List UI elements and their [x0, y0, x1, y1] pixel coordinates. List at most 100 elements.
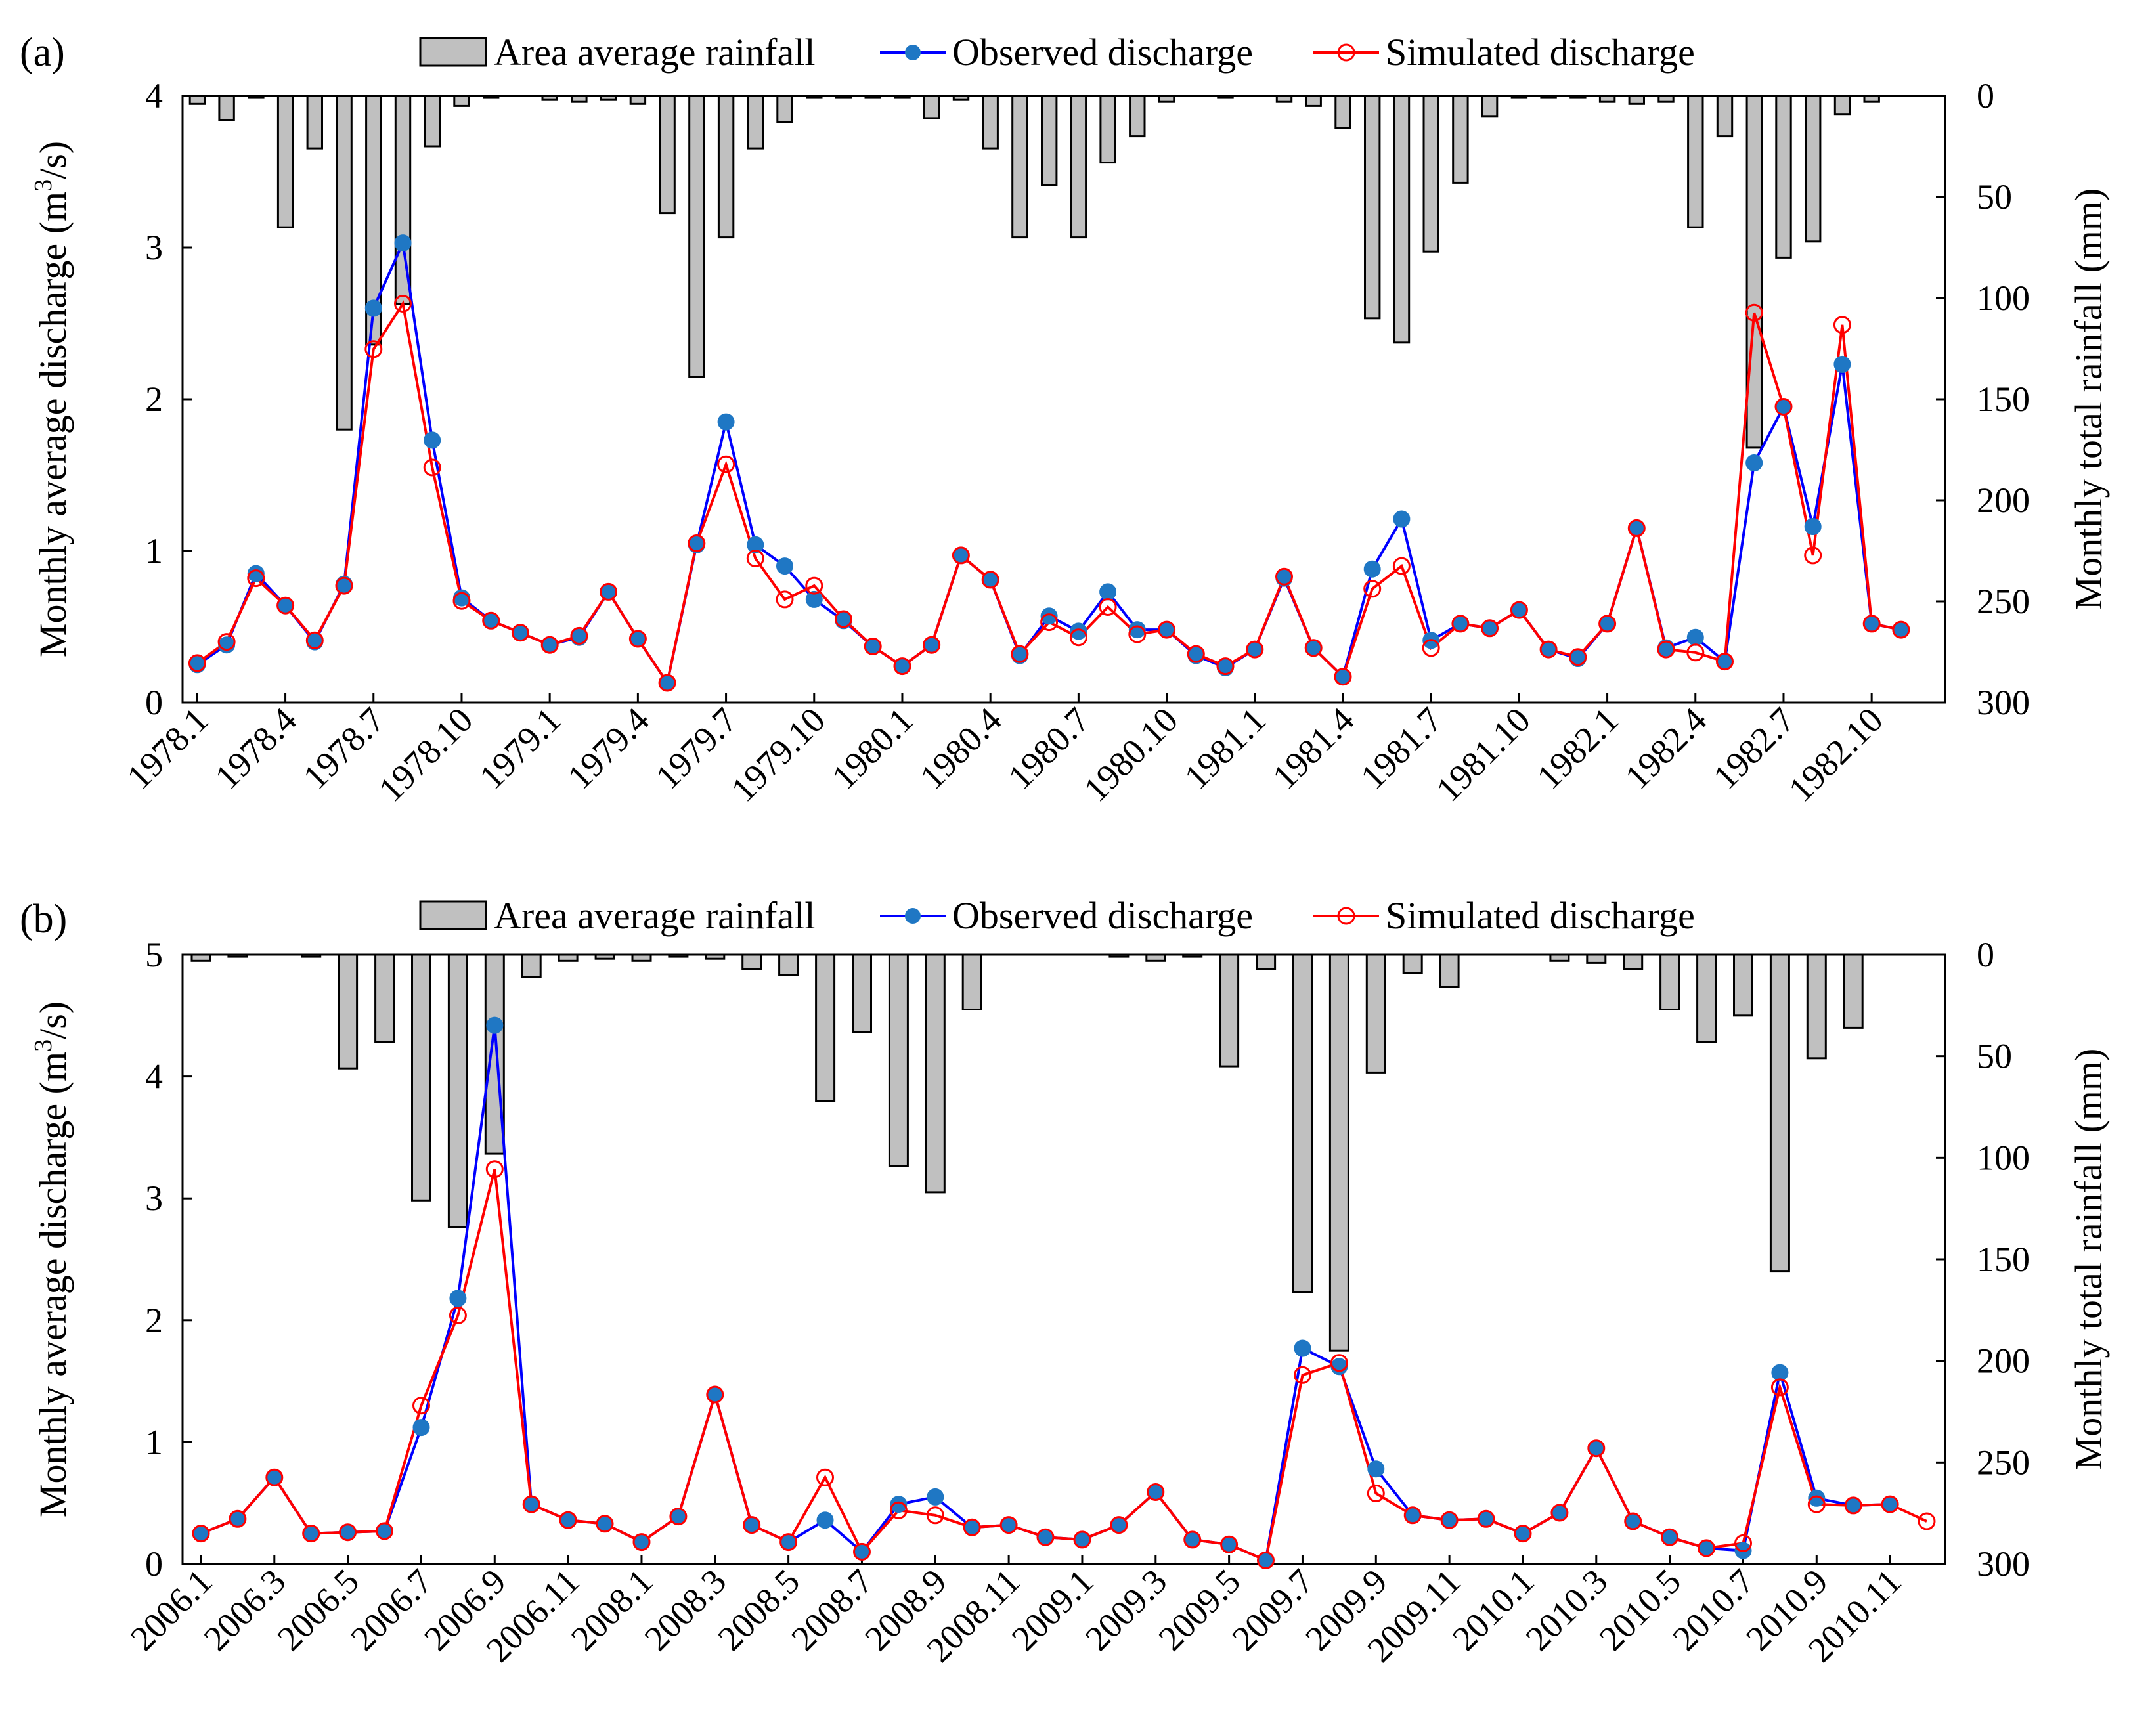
rainfall-bar — [1334, 95, 1351, 129]
x-axis-tick-label: 2009.1 — [1004, 1561, 1101, 1658]
rainfall-bar — [453, 95, 470, 107]
simulated-discharge-point — [835, 610, 852, 628]
rainfall-bar — [923, 95, 940, 119]
simulated-discharge-point — [1598, 615, 1617, 633]
left-axis-tick-label: 3 — [145, 1179, 163, 1218]
simulated-discharge-point — [1440, 1511, 1459, 1529]
rainfall-bar — [447, 953, 468, 1228]
x-axis-tick-label: 1981.4 — [1265, 700, 1361, 796]
simulated-discharge-point — [1698, 1539, 1715, 1557]
right-axis-tick-label: 300 — [1977, 683, 2030, 722]
legend-observed-label: Observed discharge — [952, 31, 1253, 74]
panel-label: (a) — [20, 30, 65, 75]
legend-rainfall-swatch — [419, 37, 487, 67]
simulated-discharge-point — [1220, 1535, 1239, 1553]
left-axis-tick-label: 4 — [145, 1057, 163, 1096]
observed-discharge-point — [1099, 583, 1117, 601]
legend-observed-label: Observed discharge — [952, 894, 1253, 937]
simulated-discharge-point — [265, 1468, 284, 1486]
simulated-discharge-point — [1892, 620, 1910, 639]
simulated-discharge-point — [926, 1506, 944, 1525]
simulated-discharge-point — [452, 592, 471, 610]
rainfall-bar — [1364, 95, 1381, 320]
simulated-discharge-point — [1774, 398, 1793, 416]
x-axis-tick-label: 2010.3 — [1518, 1561, 1615, 1658]
rainfall-bar — [276, 95, 294, 228]
observed-discharge-point — [816, 1511, 834, 1529]
left-axis-tick-label: 0 — [145, 683, 163, 722]
left-axis-title-sup: 3 — [30, 1039, 57, 1052]
simulated-discharge-point — [1367, 1484, 1385, 1502]
x-axis-tick-label: 2006.1 — [123, 1561, 219, 1658]
x-axis-tick-label: 2009.7 — [1225, 1561, 1321, 1658]
simulated-discharge-point — [805, 576, 823, 595]
simulated-discharge-point — [1918, 1512, 1936, 1530]
left-axis-title-main: Monthly average discharge (m — [32, 192, 74, 657]
observed-discharge-point — [1804, 518, 1822, 535]
simulated-discharge-point — [743, 1516, 761, 1534]
x-axis-tick-label: 2008.7 — [784, 1561, 881, 1658]
rainfall-bar — [747, 95, 764, 150]
simulated-discharge-point — [779, 1533, 798, 1552]
observed-discharge-point — [1294, 1339, 1311, 1357]
simulated-discharge-point — [540, 636, 559, 654]
observed-discharge-point — [412, 1419, 430, 1437]
simulated-discharge-point — [511, 624, 529, 642]
left-axis-tick-label: 5 — [145, 935, 163, 974]
x-axis-tick-label: 1980.4 — [912, 700, 1009, 796]
x-axis-tick-label: 1978.10 — [371, 700, 481, 810]
simulated-discharge-point — [669, 1508, 688, 1526]
simulated-discharge-point — [1624, 1512, 1642, 1530]
simulated-discharge-point — [305, 631, 324, 649]
left-axis-title: Monthly average discharge (m3/s) — [30, 1001, 74, 1517]
rainfall-bar — [1219, 953, 1240, 1068]
simulated-discharge-point — [302, 1525, 320, 1543]
observed-discharge-point — [1833, 355, 1851, 373]
left-axis-tick-label: 2 — [145, 1301, 163, 1340]
simulated-discharge-point — [1158, 620, 1176, 639]
rainfall-bar — [741, 953, 762, 970]
right-axis-tick-label: 50 — [1977, 1037, 2012, 1076]
simulated-discharge-point — [1804, 546, 1822, 565]
rainfall-bar — [424, 95, 441, 148]
simulated-discharge-point — [776, 590, 794, 609]
left-axis-title-end: /s) — [32, 1001, 74, 1039]
simulated-discharge-point — [1216, 657, 1235, 676]
simulated-discharge-point — [864, 638, 882, 655]
rainfall-bar — [1452, 95, 1469, 184]
observed-discharge-point — [927, 1488, 944, 1506]
observed-discharge-point — [364, 299, 382, 317]
rainfall-bar — [659, 95, 676, 215]
simulated-discharge-point — [1833, 316, 1851, 334]
simulated-discharge-point — [1550, 1504, 1569, 1522]
right-axis-tick-label: 0 — [1977, 76, 1994, 116]
simulated-discharge-point — [1183, 1530, 1202, 1549]
simulated-discharge-point — [1661, 1528, 1679, 1546]
rainfall-bar — [1402, 953, 1423, 974]
rainfall-bar — [778, 953, 799, 976]
rainfall-bar — [1733, 953, 1753, 1017]
x-axis-tick-label: 1982.4 — [1617, 700, 1714, 796]
simulated-discharge-point — [1510, 601, 1528, 619]
x-axis-tick-label: 1979.10 — [724, 700, 833, 810]
left-axis-tick-label: 4 — [145, 76, 163, 116]
simulated-discharge-point — [1334, 668, 1352, 686]
right-axis-tick-label: 150 — [1977, 1240, 2030, 1279]
rainfall-bar — [925, 953, 946, 1194]
x-axis-tick-label: 1982.10 — [1781, 700, 1891, 810]
rainfall-bar — [338, 953, 359, 1070]
observed-discharge-point — [747, 536, 764, 553]
simulated-discharge-point — [963, 1518, 981, 1536]
simulated-discharge-point — [1403, 1506, 1422, 1525]
x-axis-tick-label: 2008.1 — [563, 1561, 660, 1658]
right-axis-tick-label: 200 — [1977, 1341, 2030, 1381]
simulated-discharge-point — [952, 546, 970, 565]
x-axis-tick-label: 2008.5 — [711, 1561, 807, 1658]
simulated-discharge-point — [1686, 643, 1705, 662]
simulated-discharge-point — [1745, 303, 1763, 322]
x-axis-tick-label: 1978.4 — [208, 700, 304, 796]
simulated-discharge-point — [999, 1516, 1018, 1534]
simulated-discharge-point — [376, 1522, 393, 1540]
rainfall-bar — [1439, 953, 1460, 988]
simulated-discharge-point — [1304, 639, 1323, 657]
